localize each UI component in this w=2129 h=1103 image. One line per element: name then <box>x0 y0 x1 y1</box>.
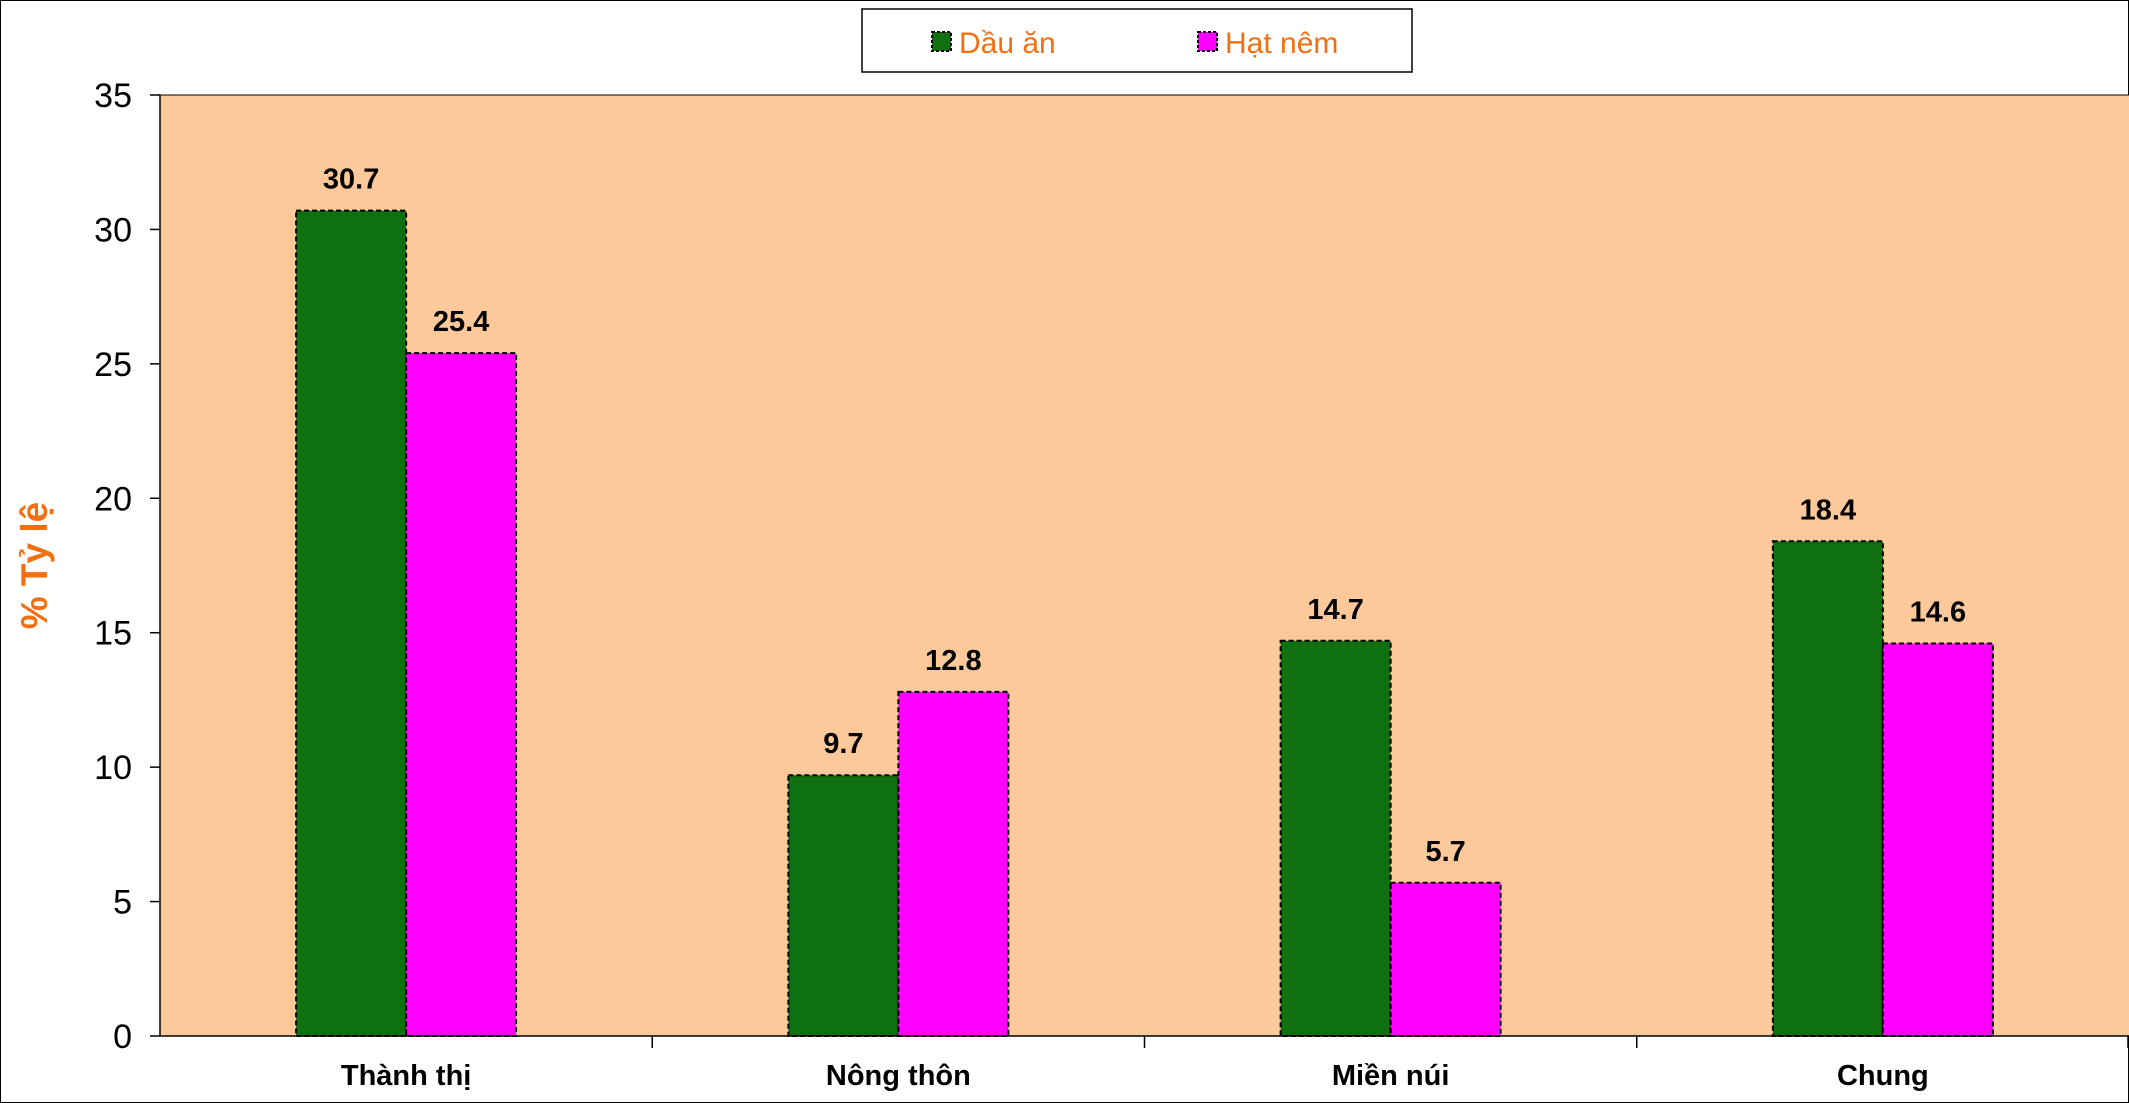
legend-label: Dầu ăn <box>959 27 1056 60</box>
data-label: 30.7 <box>323 164 379 196</box>
data-label: 25.4 <box>433 306 489 338</box>
data-label: 12.8 <box>925 645 981 677</box>
y-tick-label: 15 <box>94 615 132 653</box>
y-tick-label: 0 <box>113 1018 132 1056</box>
bar <box>295 209 408 1037</box>
data-label: 9.7 <box>823 728 863 760</box>
y-tick-label: 30 <box>94 211 132 249</box>
bar <box>1389 881 1502 1037</box>
legend-box <box>861 8 1413 73</box>
bar <box>1279 639 1392 1038</box>
labels-layer: 0 5 10 15 20 25 30 35 Thành thị 30.7 25.4 Nông thôn… <box>94 77 1966 1092</box>
y-axis-title: % Tỷ lệ <box>14 502 55 630</box>
bar <box>1881 642 1994 1037</box>
x-tick-label: Nông thôn <box>826 1060 971 1092</box>
bar <box>405 352 518 1037</box>
y-tick-label: 10 <box>94 749 132 787</box>
legend-label: Hạt nêm <box>1225 27 1338 60</box>
y-tick-label: 25 <box>94 346 132 384</box>
bar <box>1771 540 1884 1037</box>
x-tick-label: Chung <box>1837 1060 1929 1092</box>
legend: Dầu ăn Hạt nêm <box>861 8 1413 73</box>
bar <box>787 774 900 1037</box>
legend-swatch <box>1197 31 1218 52</box>
data-label: 18.4 <box>1800 494 1856 526</box>
bars-layer <box>295 209 1994 1038</box>
legend-swatch <box>931 31 952 52</box>
x-tick-label: Thành thị <box>341 1060 471 1092</box>
y-tick-label: 35 <box>94 77 132 115</box>
bar <box>897 690 1010 1037</box>
data-label: 5.7 <box>1425 836 1465 868</box>
data-label: 14.6 <box>1910 596 1966 628</box>
axes-layer <box>150 94 2129 1048</box>
data-label: 14.7 <box>1307 594 1363 626</box>
y-tick-label: 20 <box>94 480 132 518</box>
y-tick-label: 5 <box>113 884 132 922</box>
x-tick-label: Miền núi <box>1332 1060 1450 1092</box>
